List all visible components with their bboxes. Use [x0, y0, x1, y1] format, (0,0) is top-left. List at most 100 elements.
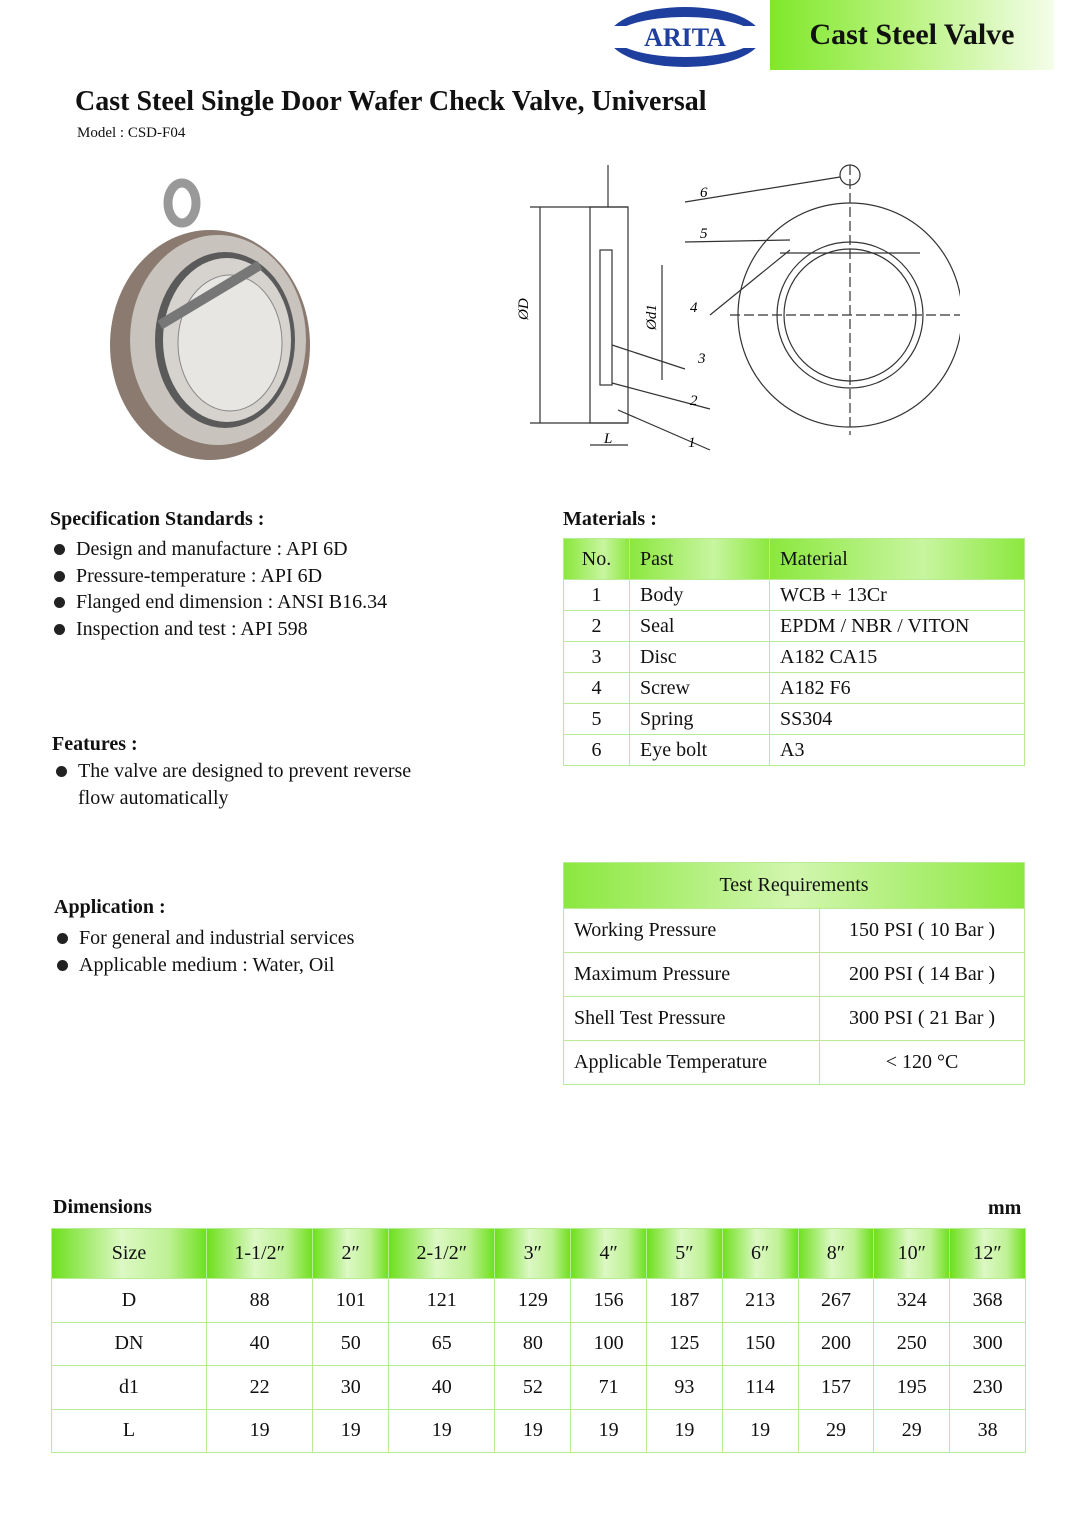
table-cell: 80: [494, 1321, 572, 1366]
page-title: Cast Steel Single Door Wafer Check Valve…: [75, 86, 707, 117]
table-row: 3 Disc A182 CA15: [563, 641, 1025, 673]
table-cell: L: [51, 1408, 207, 1453]
table-cell: 71: [570, 1365, 647, 1410]
list-item: Applicable medium : Water, Oil: [55, 952, 354, 979]
table-cell: 157: [797, 1365, 875, 1410]
table-cell: 324: [873, 1278, 951, 1323]
table-cell: 187: [646, 1278, 723, 1323]
table-cell: 65: [388, 1321, 496, 1366]
dimensions-unit: mm: [988, 1197, 1022, 1219]
arita-logo: ARITA: [605, 4, 765, 75]
table-cell: 250: [873, 1321, 951, 1366]
svg-text:ØD: ØD: [516, 298, 532, 321]
table-cell: 22: [205, 1365, 314, 1410]
table-cell: 2″: [312, 1228, 390, 1279]
table-row: 1 Body WCB + 13Cr: [563, 579, 1025, 611]
table-row: d1 22 30 40 52 71 93 114 157 195 230: [51, 1365, 1026, 1410]
table-cell: 88: [205, 1278, 314, 1323]
table-cell: 93: [646, 1365, 723, 1410]
table-cell: 2-1/2″: [388, 1228, 496, 1279]
table-cell: 200: [797, 1321, 875, 1366]
table-cell: 19: [388, 1408, 496, 1453]
list-item: Flanged end dimension : ANSI B16.34: [52, 589, 387, 616]
table-row: L 19 19 19 19 19 19 19 29 29 38: [51, 1408, 1026, 1453]
table-row: Shell Test Pressure 300 PSI ( 21 Bar ): [563, 996, 1025, 1041]
svg-text:3: 3: [697, 351, 706, 367]
list-item: The valve are designed to prevent revers…: [54, 758, 444, 811]
table-cell: D: [51, 1278, 207, 1323]
table-cell: 230: [949, 1365, 1026, 1410]
list-item: Design and manufacture : API 6D: [52, 536, 387, 563]
list-item: Pressure-temperature : API 6D: [52, 563, 387, 590]
table-cell: 29: [873, 1408, 951, 1453]
svg-text:Ød1: Ød1: [644, 304, 660, 331]
table-cell: DN: [51, 1321, 207, 1366]
table-row: Maximum Pressure 200 PSI ( 14 Bar ): [563, 952, 1025, 997]
table-cell: 267: [797, 1278, 875, 1323]
svg-text:2: 2: [690, 393, 698, 409]
table-cell: 101: [312, 1278, 390, 1323]
spec-list: Design and manufacture : API 6D Pressure…: [52, 536, 387, 642]
svg-text:ARITA: ARITA: [644, 23, 726, 52]
table-row: 5 Spring SS304: [563, 703, 1025, 735]
dimensions-table: Size 1-1/2″ 2″ 2-1/2″ 3″ 4″ 5″ 6″ 8″ 10″ 12″ D 88 101…: [51, 1228, 1026, 1453]
category-banner: Cast Steel Valve: [770, 0, 1054, 70]
table-cell: 3″: [494, 1228, 572, 1279]
application-heading: Application :: [54, 896, 166, 918]
features-list: The valve are designed to prevent revers…: [54, 758, 444, 811]
materials-table: No. Past Material 1 Body WCB + 13Cr 2 Seal EPD…: [563, 538, 1025, 766]
table-cell: 30: [312, 1365, 390, 1410]
table-row: Working Pressure 150 PSI ( 10 Bar ): [563, 908, 1025, 953]
table-cell: 150: [721, 1321, 799, 1366]
model-number: Model : CSD-F04: [77, 125, 186, 141]
table-cell: 52: [494, 1365, 572, 1410]
materials-heading: Materials :: [563, 508, 657, 530]
table-cell: 19: [205, 1408, 314, 1453]
technical-drawing: 6 5 4 3 2 1 ØD Ød1 L: [500, 155, 970, 460]
features-heading: Features :: [52, 733, 138, 755]
table-cell: d1: [51, 1365, 207, 1410]
table-cell: 19: [312, 1408, 390, 1453]
table-cell: 40: [205, 1321, 314, 1366]
table-cell: 40: [388, 1365, 496, 1410]
table-cell: 300: [949, 1321, 1026, 1366]
table-row: 4 Screw A182 F6: [563, 672, 1025, 704]
table-cell: 50: [312, 1321, 390, 1366]
table-cell: 129: [494, 1278, 572, 1323]
table-cell: 100: [570, 1321, 647, 1366]
table-cell: 121: [388, 1278, 496, 1323]
svg-text:4: 4: [690, 300, 698, 316]
test-requirements-table: Test Requirements Working Pressure 150 PS…: [563, 862, 1025, 1085]
table-cell: 125: [646, 1321, 723, 1366]
table-row: D 88 101 121 129 156 187 213 267 324 368: [51, 1278, 1026, 1323]
spec-heading: Specification Standards :: [50, 508, 265, 530]
table-cell: 19: [646, 1408, 723, 1453]
application-list: For general and industrial services Appl…: [55, 925, 354, 978]
table-cell: 5″: [646, 1228, 723, 1279]
table-cell: 10″: [873, 1228, 951, 1279]
svg-text:5: 5: [700, 226, 708, 242]
table-cell: 38: [949, 1408, 1026, 1453]
valve-photo: [100, 175, 320, 470]
table-row: DN 40 50 65 80 100 125 150 200 250 300: [51, 1321, 1026, 1366]
table-row: 6 Eye bolt A3: [563, 734, 1025, 766]
table-cell: 114: [721, 1365, 799, 1410]
table-cell: 4″: [570, 1228, 647, 1279]
list-item: For general and industrial services: [55, 925, 354, 952]
svg-text:6: 6: [700, 185, 708, 201]
table-cell: 12″: [949, 1228, 1026, 1279]
table-cell: 195: [873, 1365, 951, 1410]
table-cell: 156: [570, 1278, 647, 1323]
dimensions-heading: Dimensions: [53, 1196, 152, 1218]
table-cell: 6″: [721, 1228, 799, 1279]
svg-text:1: 1: [688, 435, 696, 451]
table-row: 2 Seal EPDM / NBR / VITON: [563, 610, 1025, 642]
table-header: Size 1-1/2″ 2″ 2-1/2″ 3″ 4″ 5″ 6″ 8″ 10″ 12″: [51, 1228, 1026, 1279]
list-item: Inspection and test : API 598: [52, 616, 387, 643]
table-cell: 1-1/2″: [205, 1228, 314, 1279]
table-cell: 8″: [797, 1228, 875, 1279]
table-cell: 368: [949, 1278, 1026, 1323]
table-cell: 19: [721, 1408, 799, 1453]
table-cell: Size: [51, 1228, 207, 1279]
table-cell: 29: [797, 1408, 875, 1453]
